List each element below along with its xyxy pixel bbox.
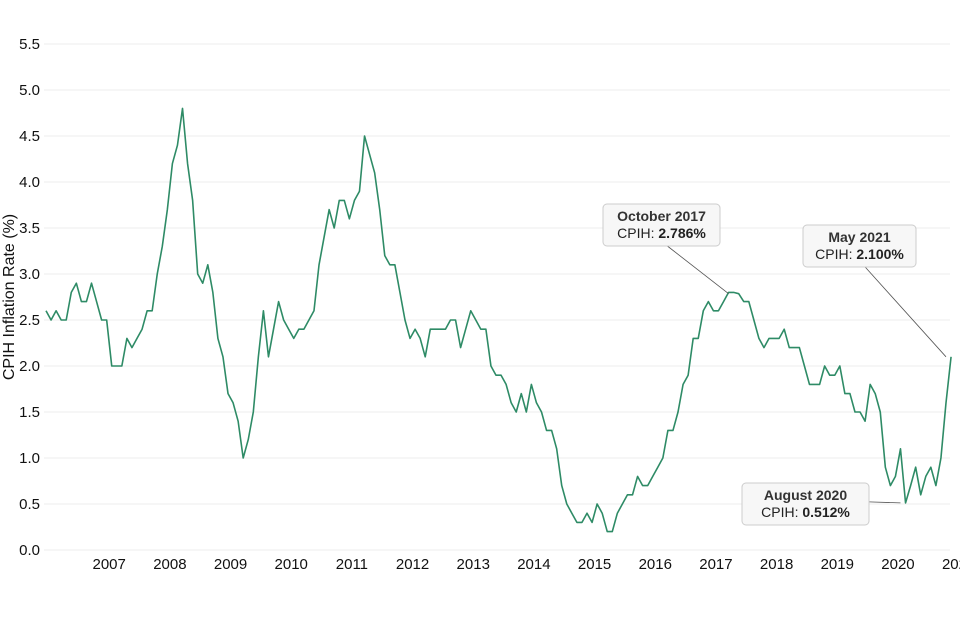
x-tick-label: 2019 [821,556,854,573]
x-tick-label: 2013 [457,556,490,573]
annotation-series-name: CPIH: [761,504,802,520]
x-tick-label: 2014 [517,556,550,573]
y-tick-label: 0.5 [19,496,40,513]
y-tick-label: 2.0 [19,358,40,375]
y-tick-label: 5.5 [19,36,40,53]
annotation-series-name: CPIH: [617,225,658,241]
x-tick-label: 2007 [93,556,126,573]
y-tick-label: 1.5 [19,404,40,421]
x-tick-label: 2011 [336,556,368,573]
annotation-box [802,224,917,268]
annotation-title: October 2017 [617,208,706,224]
x-tick-label: 2009 [214,556,247,573]
y-tick-label: 4.0 [19,174,40,191]
x-tick-label: 2012 [396,556,429,573]
annotation-number: 2.100% [856,246,904,262]
y-tick-label: 3.0 [19,266,40,283]
y-tick-label: 4.5 [19,128,40,145]
annotation-value: CPIH: 2.100% [815,246,904,262]
annotation-leader-line [864,266,947,358]
x-tick-label: 2015 [578,556,611,573]
annotation-leader-line [868,501,901,504]
grid-lines [44,43,950,551]
annotation-title: May 2021 [828,229,890,245]
annotation-series-name: CPIH: [815,246,856,262]
x-tick-label: 2017 [699,556,732,573]
series-layer [45,107,952,533]
y-tick-label: 1.0 [19,450,40,467]
y-tick-label: 0.0 [19,542,40,559]
x-tick-label: 2010 [275,556,308,573]
annotation-leader-line [667,245,729,295]
x-tick-label: 2021 [942,556,960,573]
x-axis: 2007 2008 2009 2010 2011 2012 2013 2014 2015 2016… [93,556,960,573]
annotation-number: 0.512% [802,504,850,520]
annotation-number: 2.786% [658,225,706,241]
x-tick-label: 2008 [153,556,186,573]
x-tick-label: 2018 [760,556,793,573]
y-tick-label: 2.5 [19,312,40,329]
y-tick-label: 3.5 [19,220,40,237]
y-axis: 0.0 0.5 1.0 1.5 2.0 2.5 3.0 3.5 4.0 4.5 5.0 5.5 [19,36,40,559]
annotation-box [602,203,721,247]
annotation-box [741,482,870,526]
annotation-value: CPIH: 0.512% [761,504,850,520]
annotation-title: August 2020 [764,487,847,503]
series-line-0 [45,107,952,533]
x-tick-label: 2020 [881,556,914,573]
y-tick-label: 5.0 [19,82,40,99]
y-axis-title: CPIH Inflation Rate (%) [1,214,18,380]
x-tick-label: 2016 [639,556,672,573]
annotation-value: CPIH: 2.786% [617,225,706,241]
